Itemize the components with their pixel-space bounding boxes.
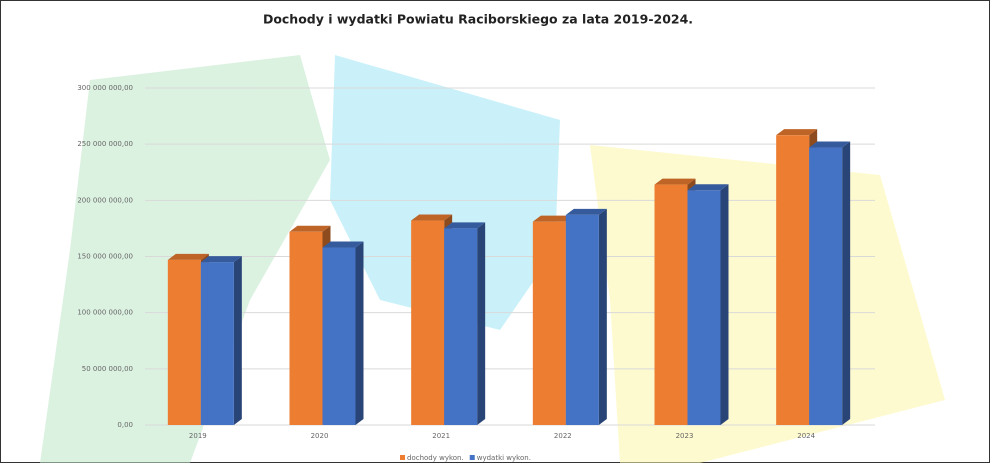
y-tick-label: 300 000 000,00 bbox=[77, 84, 133, 92]
bar bbox=[687, 190, 721, 425]
bar-side bbox=[355, 241, 364, 425]
legend-label: wydatki wykon. bbox=[477, 454, 531, 462]
bar bbox=[411, 220, 445, 425]
y-tick-label: 250 000 000,00 bbox=[77, 140, 133, 148]
y-tick-label: 100 000 000,00 bbox=[77, 309, 133, 317]
bar bbox=[809, 147, 843, 425]
chart-title: Dochody i wydatki Powiatu Raciborskiego … bbox=[263, 12, 693, 27]
bar-top bbox=[809, 141, 851, 148]
bar-top bbox=[776, 129, 818, 136]
x-tick-label: 2021 bbox=[432, 432, 450, 440]
bar-side bbox=[598, 208, 607, 425]
bar-top bbox=[289, 225, 331, 232]
x-tick-label: 2019 bbox=[189, 432, 207, 440]
bar-top bbox=[322, 241, 364, 248]
x-tick-label: 2020 bbox=[311, 432, 329, 440]
x-tick-label: 2023 bbox=[676, 432, 694, 440]
bar bbox=[776, 135, 810, 425]
y-tick-label: 150 000 000,00 bbox=[77, 253, 133, 261]
bar bbox=[444, 228, 478, 425]
bar-side bbox=[477, 222, 486, 425]
bar-top bbox=[200, 256, 242, 263]
bar bbox=[167, 259, 201, 425]
x-tick-label: 2022 bbox=[554, 432, 572, 440]
bar-top bbox=[532, 215, 574, 222]
bar-side bbox=[842, 141, 851, 425]
bar-top bbox=[687, 184, 729, 191]
legend-swatch bbox=[469, 455, 475, 460]
bar bbox=[532, 221, 566, 425]
bar-side bbox=[233, 256, 242, 425]
x-tick-label: 2024 bbox=[797, 432, 815, 440]
legend-label: dochody wykon. bbox=[407, 454, 464, 462]
legend-swatch bbox=[400, 455, 405, 460]
bar bbox=[654, 184, 688, 425]
y-tick-label: 200 000 000,00 bbox=[77, 196, 133, 204]
bar bbox=[200, 262, 234, 425]
bar bbox=[565, 214, 599, 425]
bar bbox=[322, 247, 356, 425]
bar bbox=[289, 231, 323, 425]
bar-top bbox=[167, 253, 209, 260]
bar-top bbox=[654, 178, 696, 185]
y-tick-label: 0,00 bbox=[117, 421, 133, 429]
bar-top bbox=[411, 214, 453, 221]
bar-top bbox=[444, 222, 486, 229]
map-region bbox=[330, 55, 560, 330]
bar-side bbox=[720, 184, 729, 425]
bar-top bbox=[565, 208, 607, 215]
y-tick-label: 50 000 000,00 bbox=[82, 365, 133, 373]
